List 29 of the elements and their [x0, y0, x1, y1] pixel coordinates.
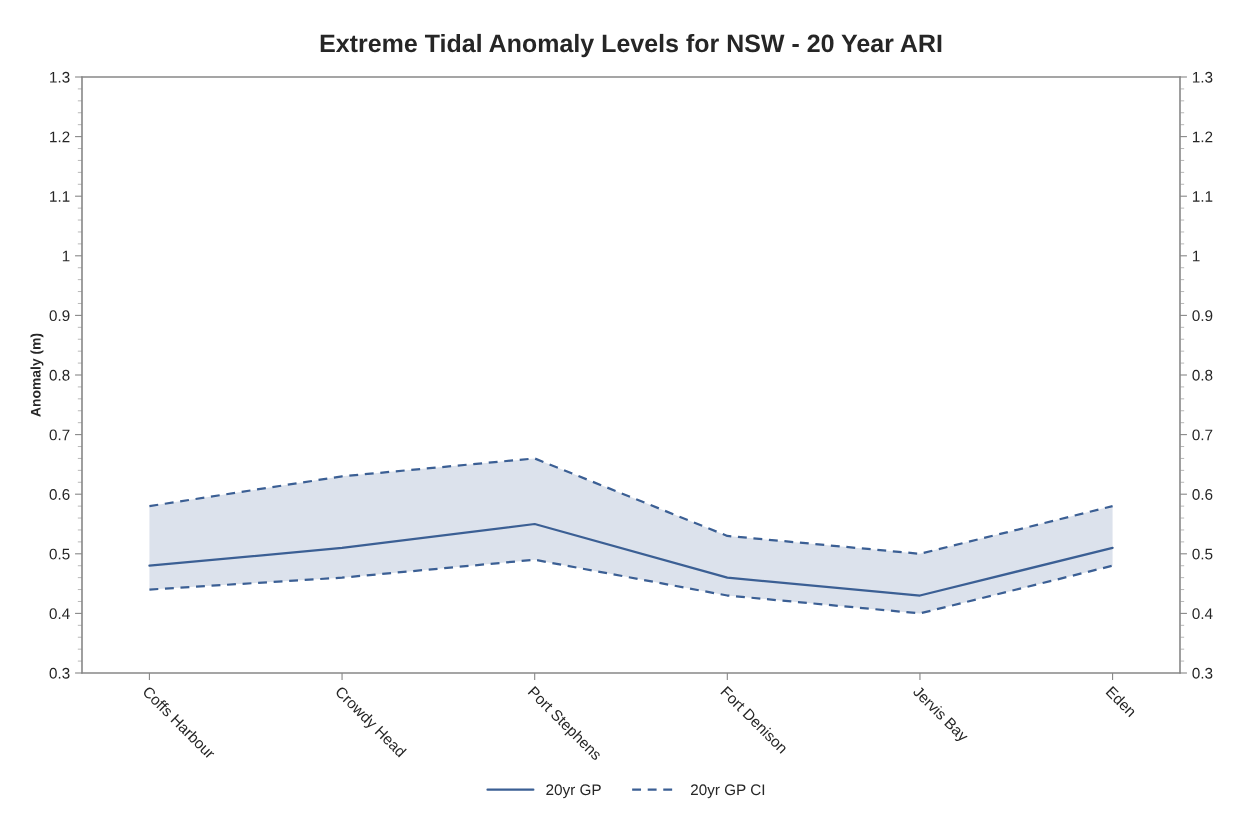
- line-series: [148, 457, 1114, 555]
- y-tick-label: 1.1: [50, 191, 70, 202]
- y2-tick-label: 1.3: [1192, 71, 1213, 83]
- y2-tick-label: 1.2: [1192, 131, 1213, 143]
- y-tick-label: 0.4: [49, 608, 70, 620]
- y-tick-label: 0.3: [49, 667, 70, 679]
- line-series: [148, 558, 1114, 615]
- y2-tick-label: 0.7: [1192, 429, 1213, 441]
- y2-tick-label: 1: [1192, 250, 1200, 262]
- y2-tick-label: 0.9: [1192, 310, 1213, 322]
- y2-tick-label: 1.1: [1192, 191, 1213, 202]
- y2-tick-label: 0.6: [1192, 489, 1213, 500]
- y-tick-label: 0.9: [49, 310, 70, 322]
- legend-label: 20yr GP: [546, 784, 601, 799]
- y-tick-label: 0.8: [49, 369, 70, 381]
- legend-label: 20yr GP CI: [690, 784, 765, 799]
- y2-tick-label: 0.4: [1192, 608, 1213, 620]
- y-tick-label: 1.2: [50, 131, 70, 143]
- y-axis-title: Anomaly (m): [30, 333, 44, 417]
- y2-tick-label: 0.5: [1192, 548, 1213, 560]
- y2-tick-label: 0.8: [1192, 369, 1213, 381]
- chart-title: Extreme Tidal Anomaly Levels for NSW - 20 Year ARI: [320, 33, 942, 58]
- y-tick-label: 0.6: [49, 489, 70, 500]
- y-tick-label: 1.3: [50, 71, 70, 83]
- y2-tick-label: 0.3: [1192, 667, 1213, 679]
- y-tick-label: 0.7: [49, 429, 70, 441]
- line-series: [148, 522, 1114, 597]
- y-tick-label: 1: [62, 250, 70, 262]
- y-tick-label: 0.5: [49, 548, 70, 560]
